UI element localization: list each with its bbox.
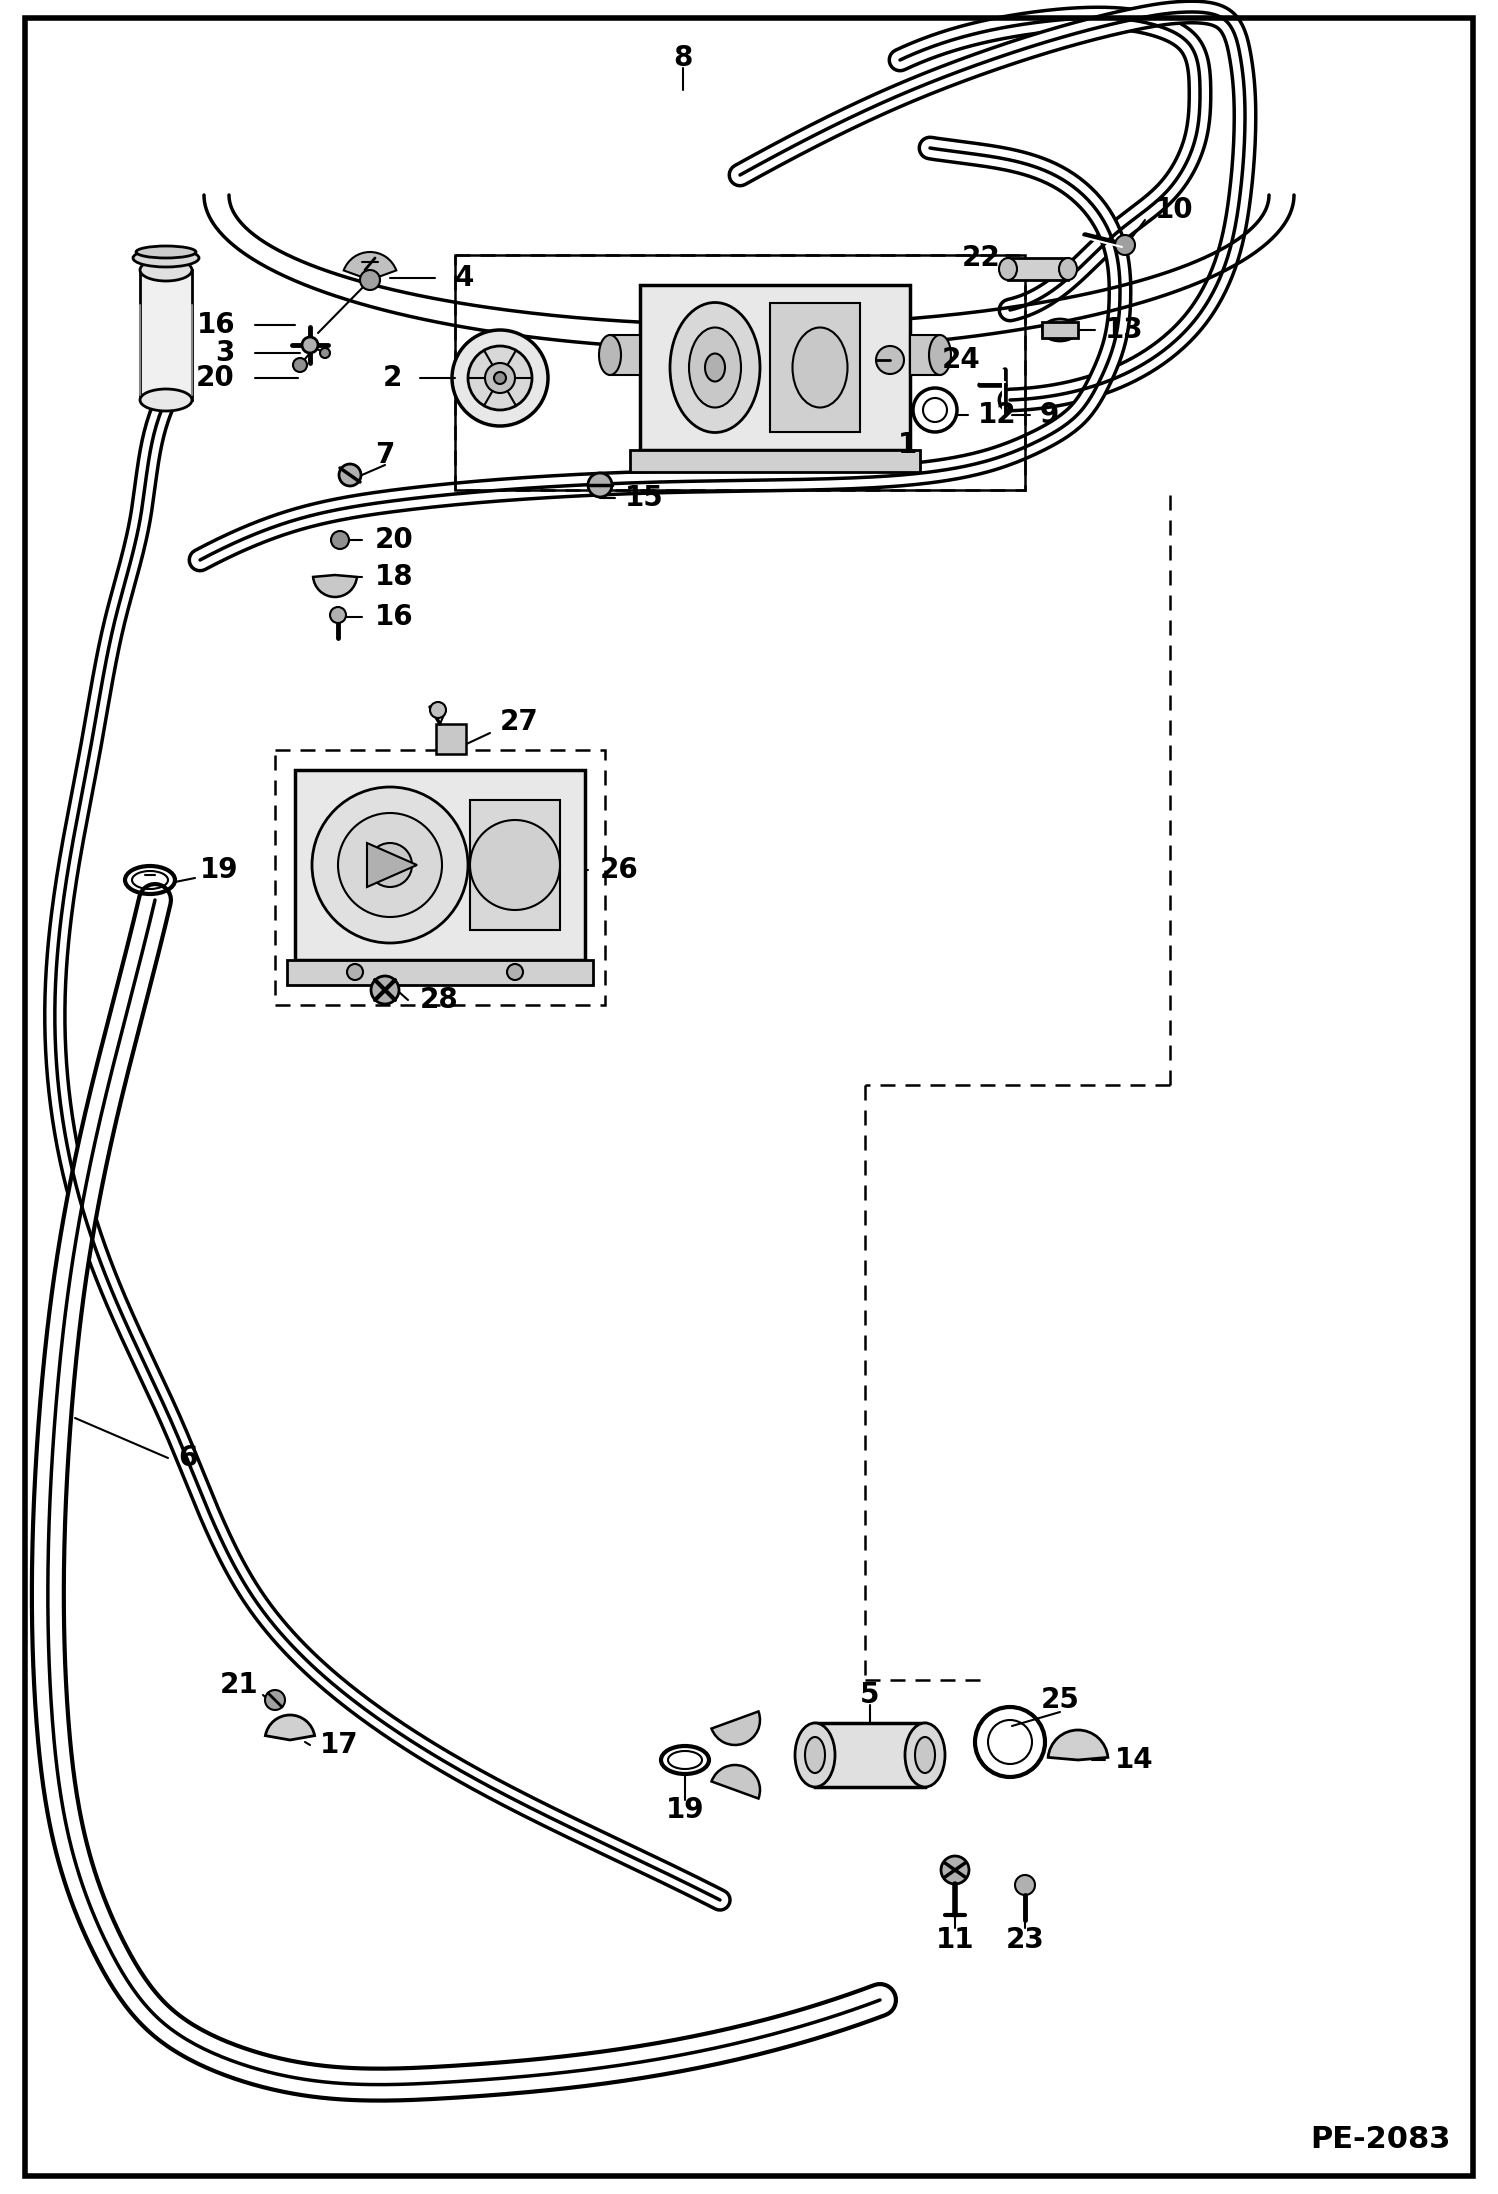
Ellipse shape bbox=[689, 327, 742, 408]
Wedge shape bbox=[712, 1711, 759, 1744]
Circle shape bbox=[1115, 235, 1135, 255]
Text: 13: 13 bbox=[1106, 316, 1143, 344]
Ellipse shape bbox=[999, 259, 1017, 281]
Ellipse shape bbox=[706, 353, 725, 382]
Text: 23: 23 bbox=[1005, 1926, 1044, 1955]
Circle shape bbox=[485, 362, 515, 393]
Bar bbox=[288, 961, 593, 985]
Text: 28: 28 bbox=[419, 985, 458, 1014]
Text: 11: 11 bbox=[936, 1926, 974, 1955]
Text: 12: 12 bbox=[978, 402, 1017, 430]
Bar bbox=[295, 770, 586, 961]
Circle shape bbox=[506, 963, 523, 981]
Text: 27: 27 bbox=[500, 709, 539, 735]
Text: 18: 18 bbox=[374, 564, 413, 590]
Bar bbox=[455, 255, 1025, 489]
Wedge shape bbox=[313, 575, 357, 597]
Text: 16: 16 bbox=[374, 603, 413, 632]
Text: 10: 10 bbox=[1155, 195, 1194, 224]
Circle shape bbox=[321, 349, 330, 358]
Ellipse shape bbox=[795, 1722, 834, 1786]
Ellipse shape bbox=[133, 248, 199, 268]
Text: 22: 22 bbox=[962, 244, 1001, 272]
Ellipse shape bbox=[905, 1722, 945, 1786]
Ellipse shape bbox=[804, 1738, 825, 1773]
Text: 6: 6 bbox=[178, 1444, 198, 1472]
Bar bbox=[470, 801, 560, 930]
Circle shape bbox=[372, 976, 398, 1005]
Circle shape bbox=[339, 814, 442, 917]
Text: 3: 3 bbox=[216, 340, 235, 366]
Text: 24: 24 bbox=[942, 347, 981, 373]
Bar bbox=[631, 450, 920, 472]
Text: 7: 7 bbox=[376, 441, 394, 470]
Text: 5: 5 bbox=[860, 1681, 879, 1709]
Text: 15: 15 bbox=[625, 485, 664, 511]
Text: 19: 19 bbox=[665, 1797, 704, 1823]
Circle shape bbox=[369, 842, 412, 886]
Bar bbox=[455, 255, 1025, 489]
Text: 20: 20 bbox=[374, 527, 413, 555]
Bar bbox=[1043, 323, 1079, 338]
Circle shape bbox=[494, 373, 506, 384]
Circle shape bbox=[941, 1856, 969, 1885]
Text: 1: 1 bbox=[897, 430, 917, 459]
Ellipse shape bbox=[139, 259, 192, 281]
Wedge shape bbox=[265, 1716, 315, 1740]
Bar bbox=[276, 750, 605, 1005]
Circle shape bbox=[331, 531, 349, 548]
Text: 20: 20 bbox=[196, 364, 235, 393]
Bar bbox=[770, 303, 860, 432]
Wedge shape bbox=[1049, 1731, 1109, 1760]
Bar bbox=[436, 724, 466, 755]
Ellipse shape bbox=[792, 327, 848, 408]
Bar bbox=[610, 336, 640, 375]
Text: 4: 4 bbox=[455, 263, 475, 292]
Bar bbox=[1008, 259, 1068, 281]
Circle shape bbox=[452, 329, 548, 426]
Text: 14: 14 bbox=[1115, 1746, 1153, 1775]
Ellipse shape bbox=[915, 1738, 935, 1773]
Text: 25: 25 bbox=[1041, 1685, 1080, 1714]
Ellipse shape bbox=[929, 336, 951, 375]
Circle shape bbox=[1016, 1876, 1035, 1896]
Text: PE-2083: PE-2083 bbox=[1309, 2126, 1450, 2155]
Ellipse shape bbox=[599, 336, 622, 375]
Bar bbox=[640, 285, 909, 450]
Polygon shape bbox=[367, 842, 416, 886]
Wedge shape bbox=[343, 252, 397, 281]
Ellipse shape bbox=[136, 246, 196, 259]
Text: 8: 8 bbox=[673, 44, 692, 72]
Circle shape bbox=[265, 1689, 285, 1709]
Circle shape bbox=[876, 347, 903, 373]
Text: 19: 19 bbox=[201, 856, 238, 884]
Circle shape bbox=[303, 338, 318, 353]
Text: 26: 26 bbox=[601, 856, 638, 884]
Ellipse shape bbox=[1059, 259, 1077, 281]
Text: 16: 16 bbox=[196, 312, 235, 340]
Circle shape bbox=[348, 963, 363, 981]
Bar bbox=[139, 270, 192, 399]
Circle shape bbox=[312, 788, 467, 943]
Text: 9: 9 bbox=[1040, 402, 1059, 430]
Bar bbox=[909, 336, 941, 375]
Text: 17: 17 bbox=[321, 1731, 358, 1760]
Text: 2: 2 bbox=[382, 364, 401, 393]
Ellipse shape bbox=[670, 303, 759, 432]
Circle shape bbox=[294, 358, 307, 373]
Wedge shape bbox=[712, 1764, 759, 1799]
Ellipse shape bbox=[1043, 318, 1077, 340]
Circle shape bbox=[589, 474, 613, 498]
Text: 21: 21 bbox=[219, 1672, 258, 1698]
Circle shape bbox=[467, 347, 532, 410]
Circle shape bbox=[330, 608, 346, 623]
Circle shape bbox=[470, 821, 560, 911]
Circle shape bbox=[339, 463, 361, 487]
Ellipse shape bbox=[139, 388, 192, 410]
Circle shape bbox=[430, 702, 446, 717]
Bar bbox=[815, 1722, 924, 1786]
Circle shape bbox=[360, 270, 380, 290]
